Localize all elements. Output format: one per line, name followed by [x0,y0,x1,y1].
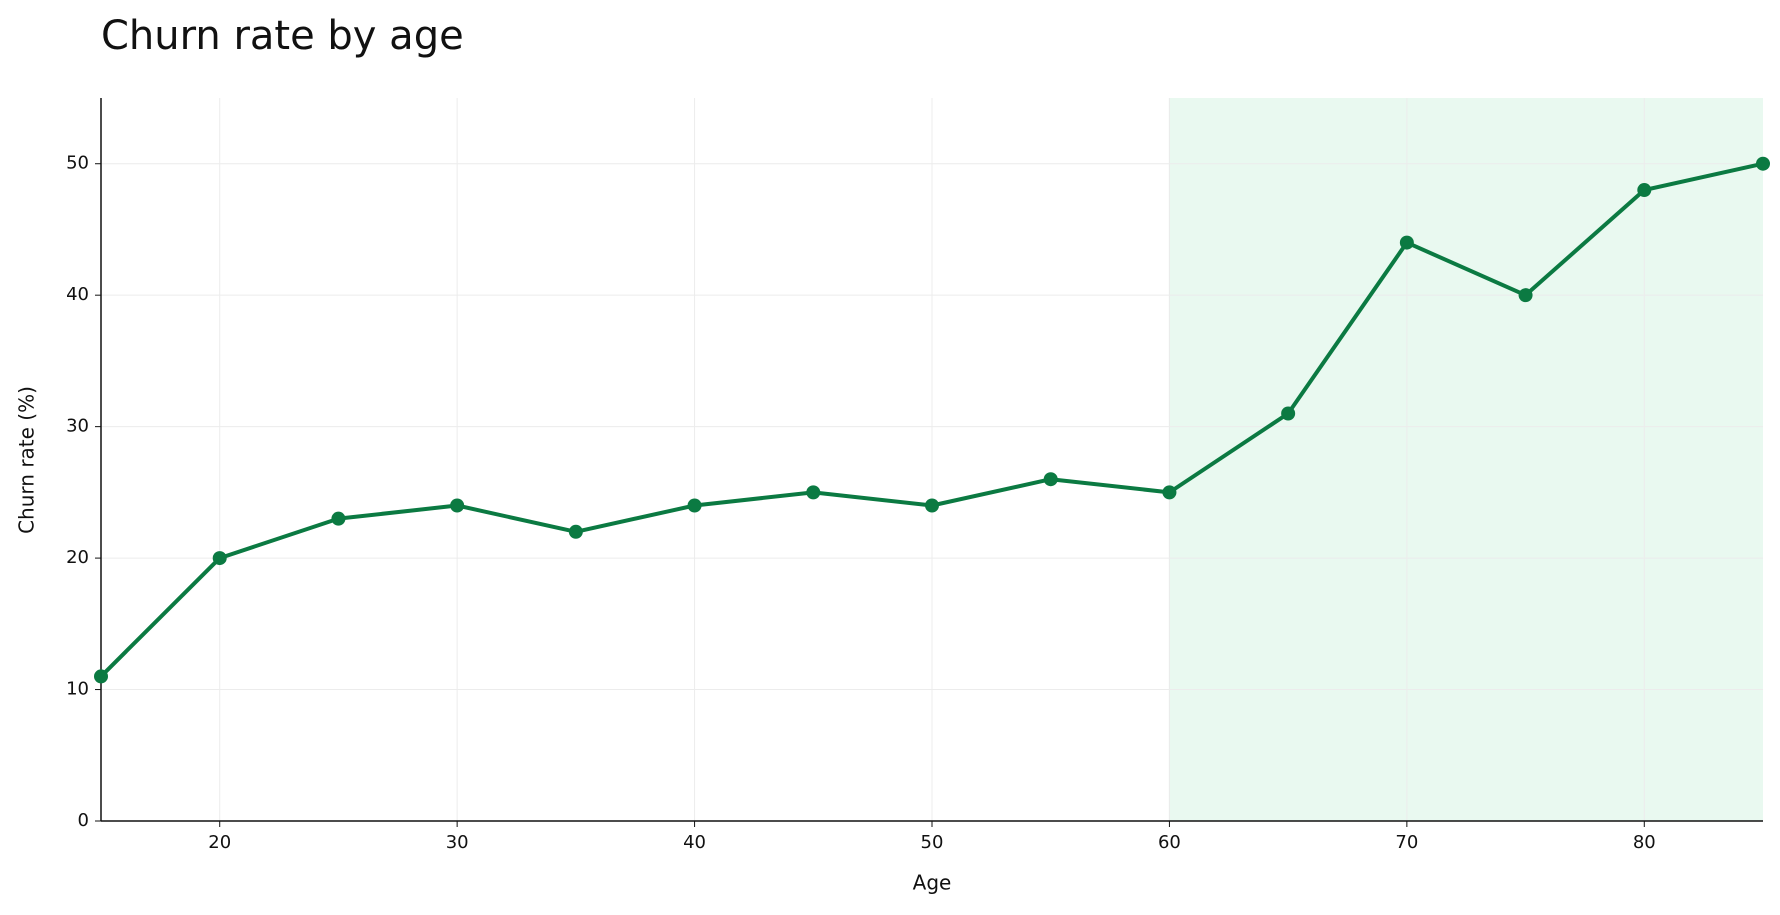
y-tick-label: 50 [66,153,89,174]
data-point [925,498,939,513]
x-tick-label: 60 [1158,832,1181,853]
x-tick-label: 50 [921,832,944,853]
x-tick-label: 20 [208,832,231,853]
y-tick-label: 0 [78,810,89,831]
x-tick-label: 40 [683,832,706,853]
y-tick-label: 30 [66,416,89,437]
data-point [1043,472,1058,487]
y-tick-label: 10 [66,679,89,700]
x-tick-label: 70 [1395,832,1418,853]
data-point [331,511,346,526]
data-point [806,485,821,500]
data-point [212,551,227,566]
x-tick-label: 30 [446,832,469,853]
shaded-region [1169,98,1763,821]
y-tick-label: 20 [66,547,89,568]
data-point [450,498,465,513]
data-point [687,498,702,513]
data-point [1162,485,1177,500]
data-point [568,524,583,539]
data-point [1399,235,1414,250]
y-tick-label: 40 [66,284,89,305]
data-point [94,669,108,684]
data-point [1637,183,1652,198]
data-point [1518,288,1533,303]
chart-title: Churn rate by age [101,13,464,59]
data-point [1756,156,1770,171]
x-tick-label: 80 [1633,832,1656,853]
x-axis-label: Age [913,871,952,895]
data-point [1281,406,1296,421]
y-axis-label: Churn rate (%) [15,386,39,534]
